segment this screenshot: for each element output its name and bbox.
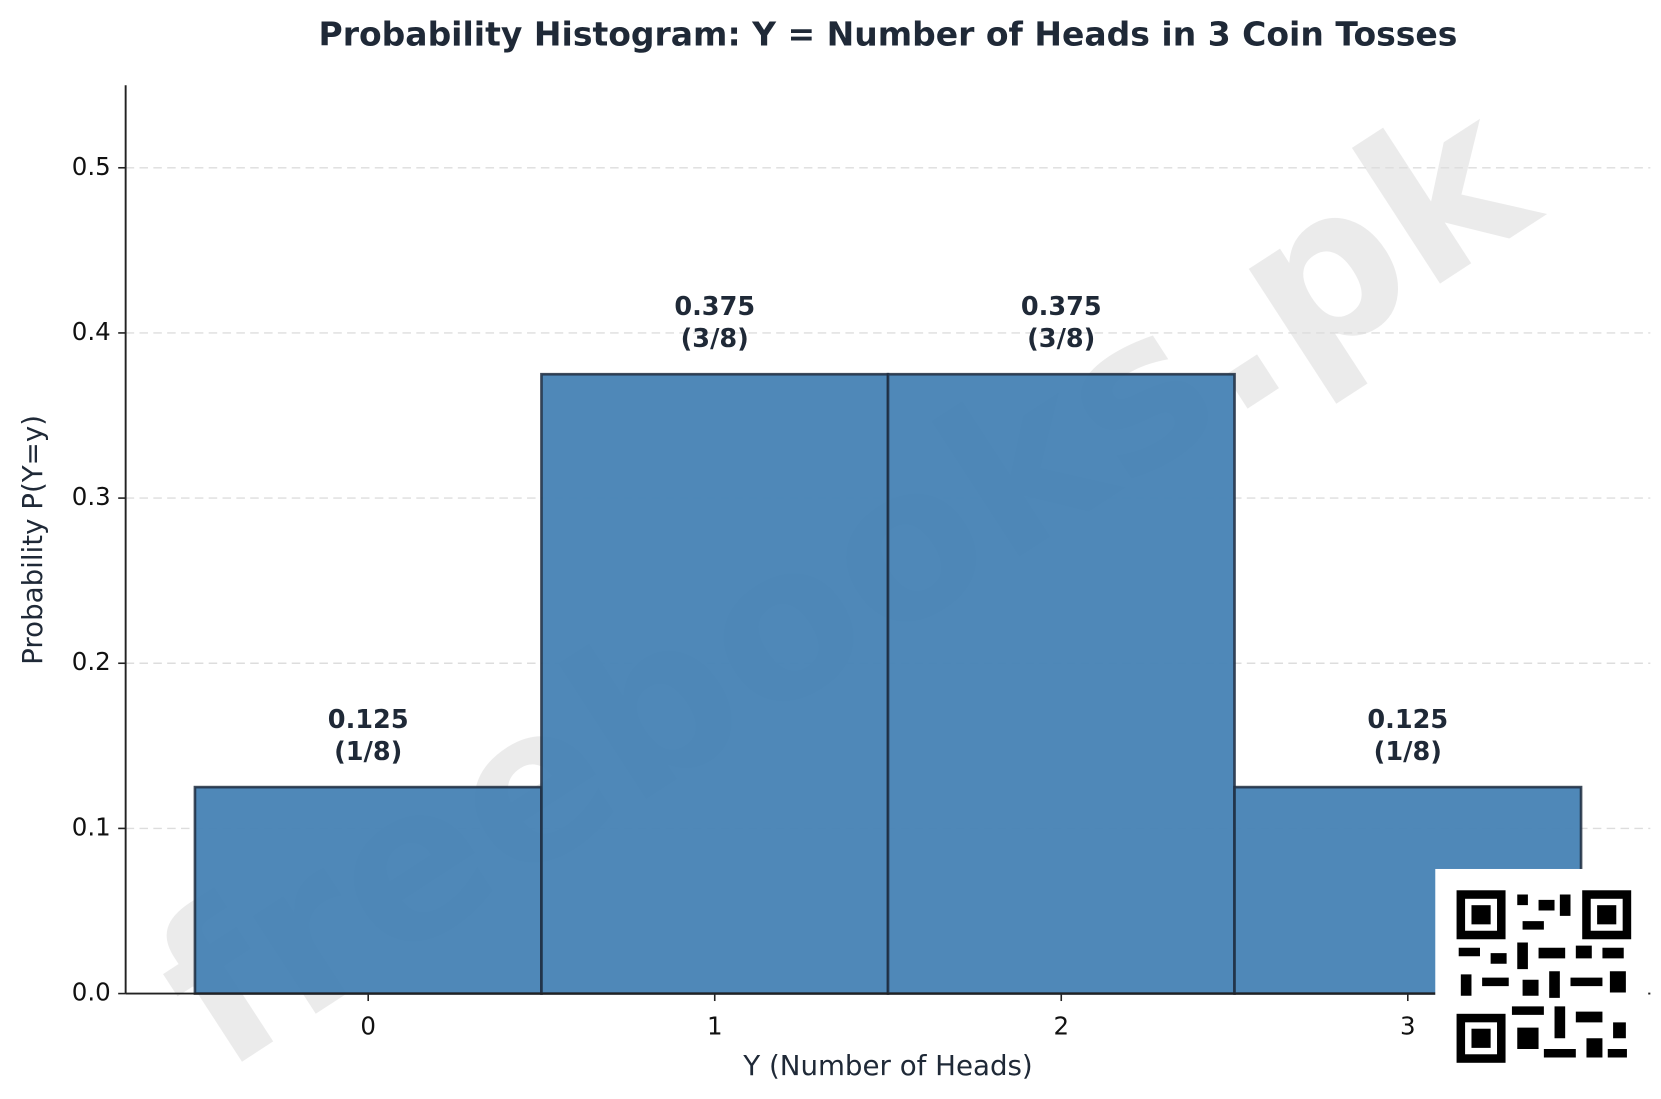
qr-finder-core [1471,1028,1491,1048]
qr-finder-core [1471,905,1491,925]
x-tick-label: 2 [1053,1012,1069,1041]
qr-finder [1456,1013,1506,1063]
bar [886,372,1236,995]
fraction-label: (1/8) [1374,737,1442,767]
bar [193,785,543,995]
qr-code [1435,868,1649,1082]
bar [540,372,890,995]
y-tick-label: 0.0 [72,978,111,1007]
value-label: 0.125 [1367,705,1448,735]
fraction-label: (3/8) [681,324,749,354]
qr-finder [1582,890,1632,940]
x-axis-label: Y (Number of Heads) [742,1049,1032,1082]
qr-modules [1458,894,1627,1058]
x-tick-label: 0 [360,1012,376,1041]
y-tick-label: 0.2 [72,647,111,676]
x-tick-label: 3 [1400,1012,1416,1041]
value-label: 0.125 [328,705,409,735]
y-tick-label: 0.1 [72,812,111,841]
y-axis-label: Probability P(Y=y) [16,415,49,665]
chart-title: Probability Histogram: Y = Number of Hea… [319,15,1458,54]
y-tick-label: 0.3 [72,482,111,511]
value-label: 0.375 [1021,292,1102,322]
y-tick-label: 0.4 [72,317,111,346]
y-tick-label: 0.5 [72,152,111,181]
qr-finder-core [1597,905,1617,925]
x-tick-label: 1 [707,1012,723,1041]
fraction-label: (1/8) [334,737,402,767]
fraction-label: (3/8) [1027,324,1095,354]
plot-area: freebooks.pk0.00.10.20.30.40.501230.125(… [72,49,1651,1099]
qr-finder [1456,890,1506,940]
value-label: 0.375 [674,292,755,322]
